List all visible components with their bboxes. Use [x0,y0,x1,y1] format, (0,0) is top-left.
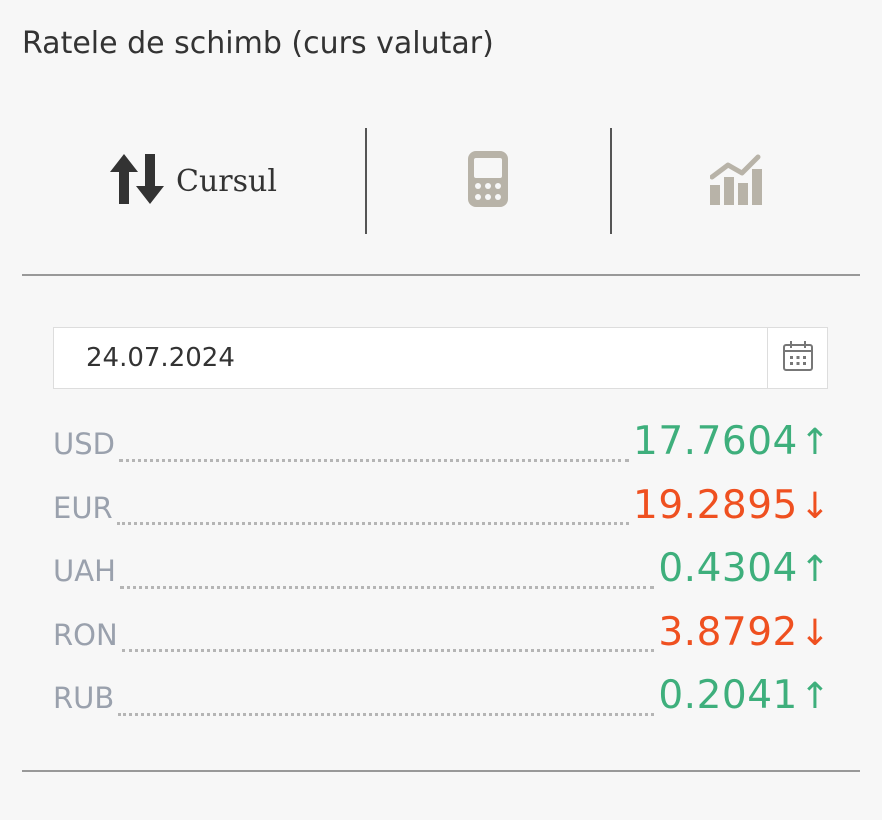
divider [22,274,860,276]
tab-chart[interactable] [611,128,860,234]
currency-code: RUB [53,681,115,715]
rate-row-ron: RON 3.8792 ↓ [53,606,830,670]
rate-row-usd: USD 17.7604 ↑ [53,415,830,479]
divider [22,770,860,772]
dotted-leader [116,521,630,525]
rate-value: 19.2895 [633,482,798,528]
rate-value: 0.2041 [658,673,798,718]
date-picker [53,327,828,389]
tab-calculator[interactable] [366,128,610,234]
tab-rates-label: Cursul [176,163,277,199]
arrow-down-icon: ↓ [799,485,830,527]
currency-code: RON [53,617,118,652]
up-down-arrows-icon [110,154,165,208]
rates-list: USD 17.7604 ↑ EUR 19.2895 ↓ UAH 0.4304 ↑… [53,415,830,733]
tab-separator [365,128,367,234]
rate-row-uah: UAH 0.4304 ↑ [53,542,830,606]
arrow-up-icon: ↑ [799,422,830,463]
bar-chart-icon [709,153,762,209]
arrow-up-icon: ↑ [799,676,830,717]
tab-bar: Cursul [22,128,860,234]
arrow-up-icon: ↑ [799,549,830,590]
rate-row-rub: RUB 0.2041 ↑ [53,669,830,733]
currency-code: UAH [53,554,116,588]
dotted-leader [121,648,655,652]
widget-title: Ratele de schimb (curs valutar) [22,26,494,61]
currency-code: USD [53,427,115,461]
calendar-button[interactable] [767,328,827,388]
calendar-icon [782,340,814,376]
rate-value: 17.7604 [633,419,798,464]
dotted-leader [119,585,655,589]
dotted-leader [118,458,630,462]
date-input[interactable] [54,328,768,388]
dotted-leader [118,712,655,716]
arrow-down-icon: ↓ [799,612,830,654]
tab-rates[interactable]: Cursul [22,128,365,234]
rate-value: 3.8792 [658,609,798,655]
rate-value: 0.4304 [658,546,798,591]
calculator-icon [468,151,508,211]
rate-row-eur: EUR 19.2895 ↓ [53,479,830,543]
currency-code: EUR [53,490,113,525]
tab-separator [610,128,612,234]
